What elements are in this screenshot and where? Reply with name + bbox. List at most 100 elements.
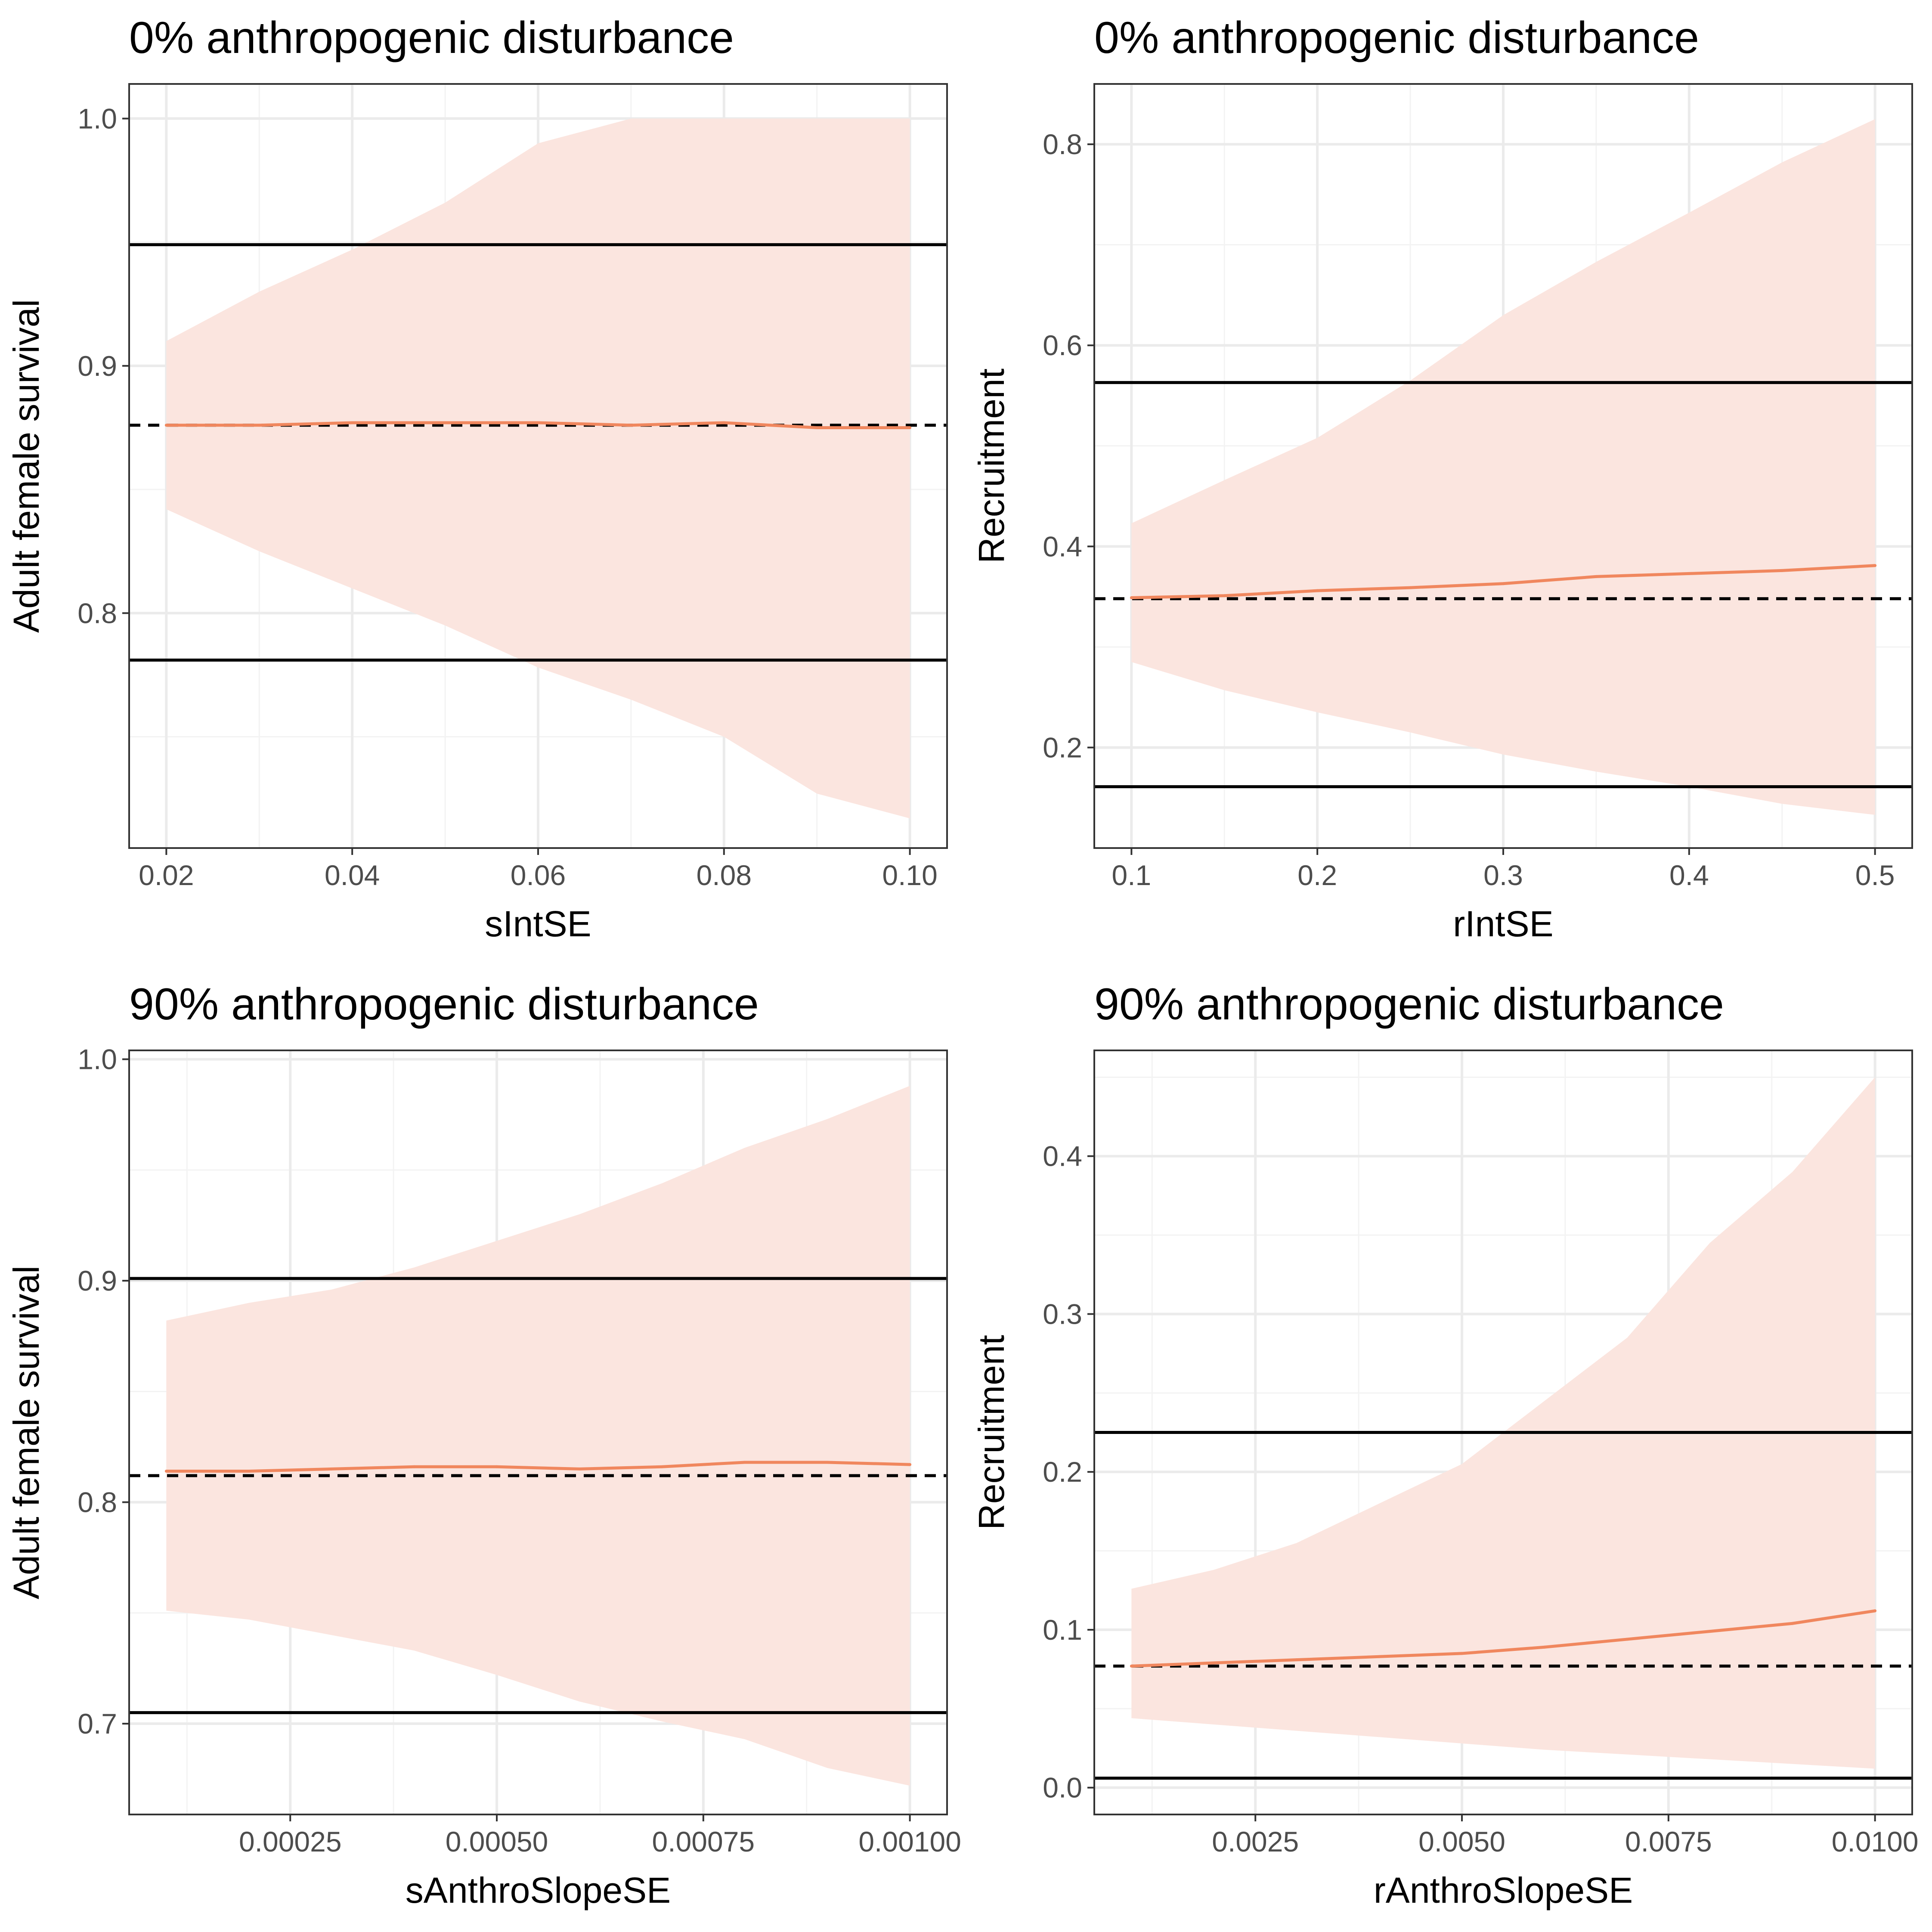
plot-area bbox=[1094, 84, 1912, 848]
y-tick-label: 0.9 bbox=[77, 1265, 117, 1297]
y-tick-label: 0.6 bbox=[1043, 329, 1082, 361]
mean-point bbox=[660, 1465, 664, 1468]
x-tick-label: 0.04 bbox=[325, 859, 380, 891]
mean-point bbox=[257, 424, 261, 427]
x-tick-label: 0.00100 bbox=[858, 1826, 961, 1858]
x-tick-label: 0.2 bbox=[1297, 859, 1337, 891]
x-tick-label: 0.08 bbox=[697, 859, 752, 891]
confidence-ribbon bbox=[1131, 119, 1875, 815]
x-tick-label: 0.0050 bbox=[1418, 1826, 1505, 1858]
chart-panel-1: 0.02 0.04 0.06 0.08 0.10 0.8 0.9 1.0 0% anthropo… bbox=[6, 13, 948, 944]
x-tick-label: 0.4 bbox=[1669, 859, 1709, 891]
mean-point bbox=[722, 421, 726, 424]
chart-panel-3: 0.00025 0.00050 0.00075 0.00100 0.7 0.8 0.9 1.0… bbox=[6, 979, 961, 1910]
y-tick-label: 0.8 bbox=[1043, 128, 1082, 160]
mean-point bbox=[815, 426, 819, 429]
mean-point bbox=[1708, 1630, 1712, 1633]
x-axis-title: rAnthroSlopeSE bbox=[1374, 1870, 1633, 1910]
mean-point bbox=[578, 1467, 581, 1471]
plot-area bbox=[129, 84, 947, 848]
y-axis-title: Recruitment bbox=[971, 368, 1012, 564]
x-tick-label: 0.00075 bbox=[652, 1826, 755, 1858]
mean-point bbox=[495, 1465, 498, 1468]
x-tick-label: 0.06 bbox=[511, 859, 566, 891]
mean-point bbox=[1625, 1638, 1629, 1641]
y-axis-title: Recruitment bbox=[971, 1335, 1012, 1530]
mean-point bbox=[1873, 564, 1877, 567]
y-tick-label: 0.9 bbox=[77, 350, 117, 382]
mean-point bbox=[1316, 589, 1319, 592]
mean-point bbox=[164, 1470, 168, 1473]
mean-point bbox=[1595, 575, 1598, 578]
mean-point bbox=[1460, 1652, 1464, 1655]
mean-point bbox=[908, 1463, 912, 1466]
mean-point bbox=[743, 1461, 746, 1464]
mean-point bbox=[1687, 572, 1691, 575]
x-tick-label: 0.0025 bbox=[1212, 1826, 1299, 1858]
x-tick-label: 0.00050 bbox=[446, 1826, 548, 1858]
mean-point bbox=[629, 424, 633, 427]
mean-point bbox=[1223, 594, 1226, 598]
chart-panel-2: 0.1 0.2 0.3 0.4 0.5 0.2 0.4 0.6 0.8 0% anthropoge… bbox=[971, 13, 1913, 944]
panel-border bbox=[128, 1050, 948, 1815]
panel-title: 0% anthropogenic disturbance bbox=[129, 13, 734, 63]
x-axis-title: rIntSE bbox=[1453, 904, 1553, 944]
y-axis-title: Adult female survival bbox=[6, 1266, 46, 1599]
mean-point bbox=[1409, 586, 1412, 589]
mean-point bbox=[1130, 1664, 1133, 1668]
y-tick-label: 0.0 bbox=[1043, 1772, 1082, 1804]
x-axis-title: sAnthroSlopeSE bbox=[406, 1870, 671, 1910]
mean-point bbox=[1873, 1609, 1877, 1613]
confidence-ribbon bbox=[166, 1086, 910, 1786]
mean-point bbox=[1791, 1622, 1794, 1625]
confidence-ribbon bbox=[166, 118, 910, 819]
panel-title: 90% anthropogenic disturbance bbox=[1094, 979, 1724, 1029]
x-tick-label: 0.0075 bbox=[1625, 1826, 1712, 1858]
plot-area bbox=[129, 1050, 947, 1814]
mean-point bbox=[908, 426, 912, 429]
y-axis-title: Adult female survival bbox=[6, 299, 46, 633]
plot-area bbox=[1094, 1050, 1912, 1814]
x-tick-label: 0.00025 bbox=[239, 1826, 342, 1858]
chart-panel-4: 0.0025 0.0050 0.0075 0.0100 0.0 0.1 0.2 0.3 0.4 9… bbox=[971, 979, 1919, 1910]
y-tick-label: 1.0 bbox=[77, 1043, 117, 1075]
panel-border bbox=[1093, 1050, 1913, 1815]
mean-point bbox=[443, 421, 447, 424]
y-tick-label: 0.4 bbox=[1043, 1140, 1082, 1172]
y-tick-label: 0.2 bbox=[1043, 1456, 1082, 1488]
mean-point bbox=[247, 1470, 251, 1473]
mean-point bbox=[1502, 582, 1505, 585]
y-tick-label: 0.4 bbox=[1043, 530, 1082, 562]
mean-line bbox=[1131, 1609, 1876, 1668]
y-tick-label: 0.8 bbox=[77, 597, 117, 629]
y-tick-label: 0.8 bbox=[77, 1486, 117, 1518]
x-tick-label: 0.10 bbox=[882, 859, 937, 891]
mean-line bbox=[166, 1461, 910, 1473]
mean-point bbox=[1130, 596, 1133, 599]
y-tick-label: 0.7 bbox=[77, 1708, 117, 1740]
confidence-ribbon bbox=[1131, 1077, 1875, 1769]
y-tick-label: 0.1 bbox=[1043, 1614, 1082, 1646]
mean-point bbox=[164, 424, 168, 427]
mean-point bbox=[350, 421, 354, 424]
mean-point bbox=[1378, 1655, 1381, 1658]
x-tick-label: 0.1 bbox=[1112, 859, 1151, 891]
y-tick-label: 1.0 bbox=[77, 102, 117, 134]
mean-point bbox=[536, 421, 540, 424]
mean-point bbox=[412, 1465, 416, 1468]
x-axis-title: sIntSE bbox=[485, 904, 591, 944]
mean-point bbox=[826, 1461, 829, 1464]
mean-point bbox=[1543, 1645, 1546, 1649]
mean-point bbox=[1295, 1658, 1298, 1662]
mean-point bbox=[1780, 569, 1784, 572]
x-tick-label: 0.02 bbox=[139, 859, 194, 891]
mean-point bbox=[1212, 1661, 1216, 1665]
x-tick-label: 0.0100 bbox=[1832, 1826, 1919, 1858]
panel-title: 90% anthropogenic disturbance bbox=[129, 979, 759, 1029]
panel-title: 0% anthropogenic disturbance bbox=[1094, 13, 1699, 63]
y-tick-label: 0.3 bbox=[1043, 1298, 1082, 1330]
x-tick-label: 0.3 bbox=[1483, 859, 1523, 891]
x-tick-label: 0.5 bbox=[1855, 859, 1895, 891]
mean-point bbox=[330, 1467, 333, 1471]
